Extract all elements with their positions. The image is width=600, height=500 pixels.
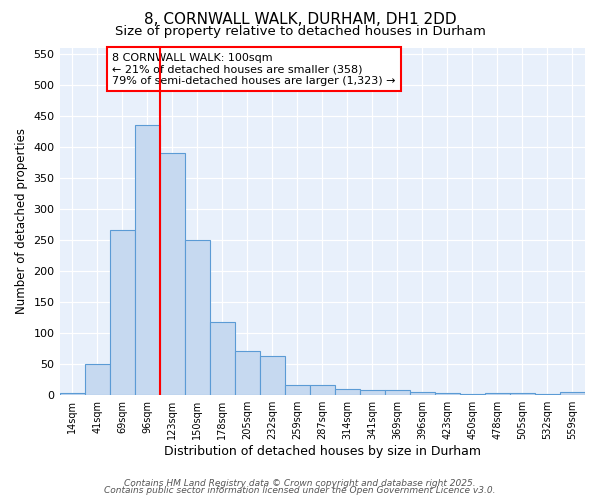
Bar [410, 392, 435, 394]
Y-axis label: Number of detached properties: Number of detached properties [15, 128, 28, 314]
Text: 8, CORNWALL WALK, DURHAM, DH1 2DD: 8, CORNWALL WALK, DURHAM, DH1 2DD [143, 12, 457, 28]
Bar [134, 125, 160, 394]
Bar [285, 386, 310, 394]
Bar [59, 393, 85, 394]
Bar [310, 386, 335, 394]
Text: Contains public sector information licensed under the Open Government Licence v3: Contains public sector information licen… [104, 486, 496, 495]
Bar [385, 390, 410, 394]
Bar [209, 322, 235, 394]
Bar [360, 390, 385, 394]
Bar [235, 352, 260, 395]
Bar [160, 153, 185, 394]
Bar [85, 364, 110, 394]
X-axis label: Distribution of detached houses by size in Durham: Distribution of detached houses by size … [164, 444, 481, 458]
Bar [560, 392, 585, 394]
Bar [185, 240, 209, 394]
Bar [260, 356, 285, 395]
Text: Contains HM Land Registry data © Crown copyright and database right 2025.: Contains HM Land Registry data © Crown c… [124, 478, 476, 488]
Bar [110, 230, 134, 394]
Text: 8 CORNWALL WALK: 100sqm
← 21% of detached houses are smaller (358)
79% of semi-d: 8 CORNWALL WALK: 100sqm ← 21% of detache… [112, 52, 395, 86]
Bar [335, 388, 360, 394]
Text: Size of property relative to detached houses in Durham: Size of property relative to detached ho… [115, 25, 485, 38]
